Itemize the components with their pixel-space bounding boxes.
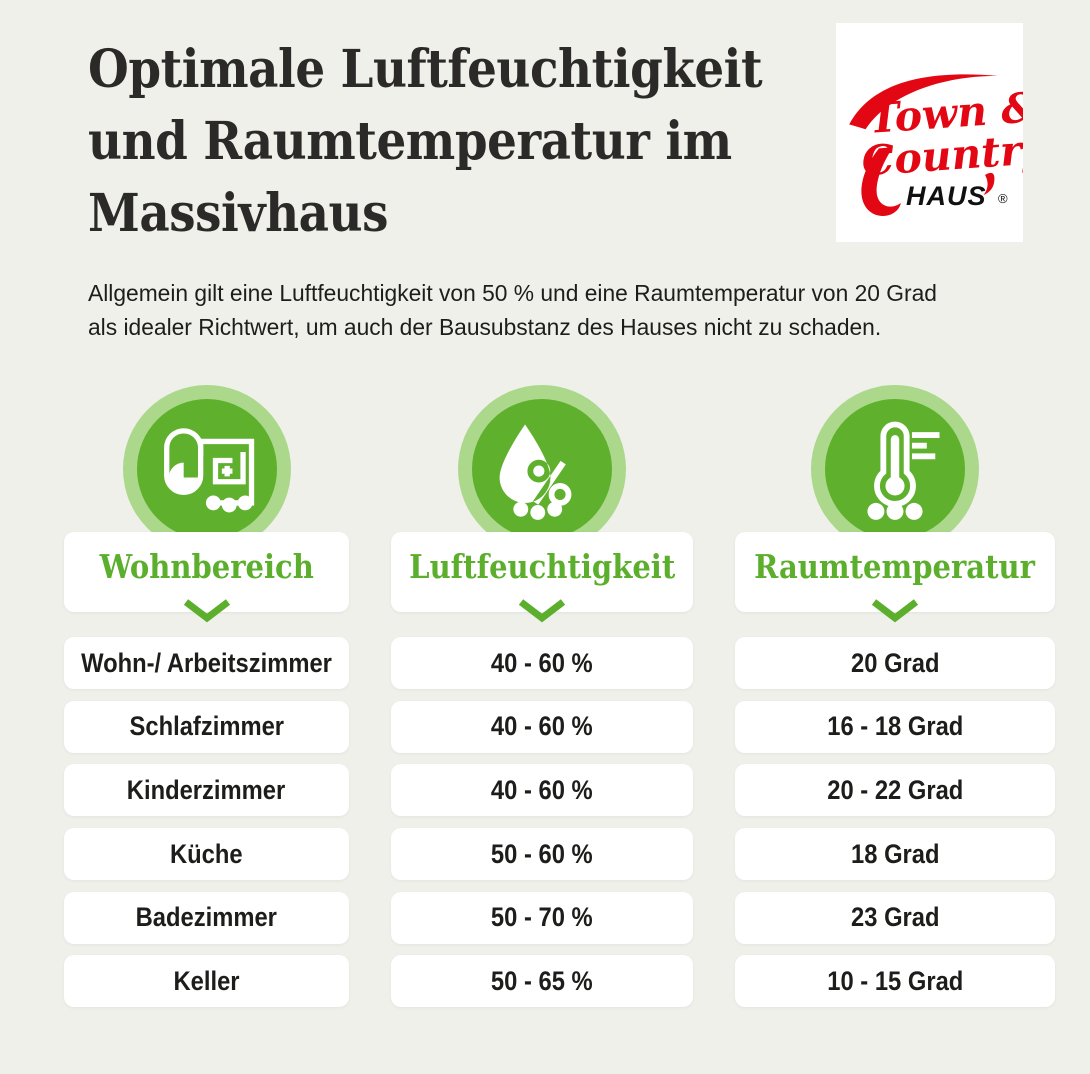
water-drop-percent-icon bbox=[499, 424, 572, 520]
logo-c-swash bbox=[861, 147, 901, 216]
luftfeuchtigkeit-icon-inner bbox=[472, 399, 613, 539]
floor-plan-icon bbox=[163, 428, 254, 513]
temperature-cell: 23 Grad bbox=[850, 902, 940, 933]
column-header-luftfeuchtigkeit: Luftfeuchtigkeit bbox=[391, 532, 694, 623]
raumtemperatur-icon-inner bbox=[824, 399, 965, 539]
room-cell: Badezimmer bbox=[135, 902, 278, 933]
table-row: Küche bbox=[64, 828, 350, 881]
room-cell: Küche bbox=[170, 838, 243, 869]
comparison-table: Wohnbereich Wohn-/ Arbeitszimmer Schlafz… bbox=[64, 385, 1055, 1008]
table-row: 20 - 22 Grad bbox=[735, 764, 1055, 817]
table-row: 50 - 65 % bbox=[391, 955, 694, 1008]
humidity-cell: 50 - 60 % bbox=[491, 838, 594, 869]
column-luftfeuchtigkeit: Luftfeuchtigkeit 40 - 60 % 40 - 60 % 40 … bbox=[391, 385, 694, 1008]
page-title: Optimale Luftfeuchtigkeit und Raumtemper… bbox=[88, 39, 763, 244]
humidity-cell: 40 - 60 % bbox=[491, 774, 594, 805]
room-cell: Keller bbox=[173, 965, 240, 996]
table-row: 50 - 70 % bbox=[391, 891, 694, 944]
table-row: 16 - 18 Grad bbox=[735, 700, 1055, 753]
chevron-down-icon bbox=[871, 599, 919, 623]
table-row: 10 - 15 Grad bbox=[735, 955, 1055, 1008]
table-row: 23 Grad bbox=[735, 891, 1055, 944]
chevron-down-icon bbox=[519, 599, 566, 623]
humidity-cell: 50 - 70 % bbox=[491, 902, 594, 933]
logo-top-swash bbox=[849, 74, 999, 130]
column-wohnbereich: Wohnbereich Wohn-/ Arbeitszimmer Schlafz… bbox=[64, 385, 350, 1008]
thermometer-icon bbox=[867, 421, 940, 520]
logo-word-town: Town & bbox=[867, 83, 1023, 143]
temperature-cell: 20 - 22 Grad bbox=[826, 774, 963, 805]
table-row: Wohn-/ Arbeitszimmer bbox=[64, 637, 350, 689]
humidity-cell: 40 - 60 % bbox=[491, 647, 594, 678]
wohnbereich-rows: Wohn-/ Arbeitszimmer Schlafzimmer Kinder… bbox=[64, 637, 350, 1008]
chevron-down-icon bbox=[183, 599, 230, 623]
table-row: 20 Grad bbox=[735, 637, 1055, 689]
luftfeuchtigkeit-icon-badge bbox=[458, 385, 627, 553]
registered-trademark-icon: ® bbox=[998, 191, 1008, 206]
room-cell: Wohn-/ Arbeitszimmer bbox=[81, 647, 332, 678]
raumtemperatur-rows: 20 Grad 16 - 18 Grad 20 - 22 Grad 18 Gra… bbox=[735, 637, 1055, 1008]
table-row: 40 - 60 % bbox=[391, 764, 694, 817]
column-header-raumtemperatur: Raumtemperatur bbox=[735, 532, 1055, 623]
table-row: Badezimmer bbox=[64, 891, 350, 944]
table-row: 40 - 60 % bbox=[391, 637, 694, 689]
table-row: Kinderzimmer bbox=[64, 764, 350, 817]
luftfeuchtigkeit-rows: 40 - 60 % 40 - 60 % 40 - 60 % 50 - 60 % … bbox=[391, 637, 694, 1008]
table-row: 40 - 60 % bbox=[391, 700, 694, 753]
room-cell: Schlafzimmer bbox=[129, 711, 284, 742]
logo-tail-swash bbox=[983, 172, 995, 196]
column-header-label: Luftfeuchtigkeit bbox=[409, 546, 676, 586]
temperature-cell: 20 Grad bbox=[850, 647, 940, 678]
humidity-cell: 40 - 60 % bbox=[491, 711, 594, 742]
table-row: Schlafzimmer bbox=[64, 700, 350, 753]
humidity-cell: 50 - 65 % bbox=[491, 965, 594, 996]
town-country-logo-graphic: Town & Country HAUS ® bbox=[849, 74, 1050, 216]
intro-text: Allgemein gilt eine Luftfeuchtigkeit von… bbox=[88, 280, 937, 340]
column-header-label: Raumtemperatur bbox=[754, 546, 1036, 586]
town-country-logo: Town & Country HAUS ® bbox=[836, 23, 1050, 242]
table-row: 50 - 60 % bbox=[391, 828, 694, 881]
wohnbereich-icon-inner bbox=[136, 399, 277, 539]
column-header-wohnbereich: Wohnbereich bbox=[64, 532, 350, 623]
room-cell: Kinderzimmer bbox=[127, 774, 286, 805]
column-raumtemperatur: Raumtemperatur 20 Grad 16 - 18 Grad 20 -… bbox=[735, 385, 1055, 1008]
logo-word-haus: HAUS bbox=[906, 181, 987, 211]
wohnbereich-icon-badge bbox=[122, 385, 291, 553]
table-row: 18 Grad bbox=[735, 828, 1055, 881]
temperature-cell: 10 - 15 Grad bbox=[826, 965, 963, 996]
temperature-cell: 16 - 18 Grad bbox=[826, 711, 963, 742]
raumtemperatur-icon-badge bbox=[810, 385, 979, 553]
table-row: Keller bbox=[64, 955, 350, 1008]
temperature-cell: 18 Grad bbox=[850, 838, 940, 869]
column-header-label: Wohnbereich bbox=[99, 546, 314, 586]
